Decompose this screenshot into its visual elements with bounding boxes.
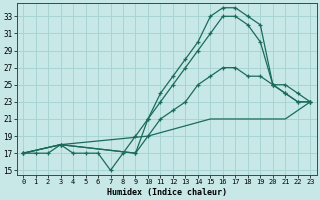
X-axis label: Humidex (Indice chaleur): Humidex (Indice chaleur) xyxy=(107,188,227,197)
